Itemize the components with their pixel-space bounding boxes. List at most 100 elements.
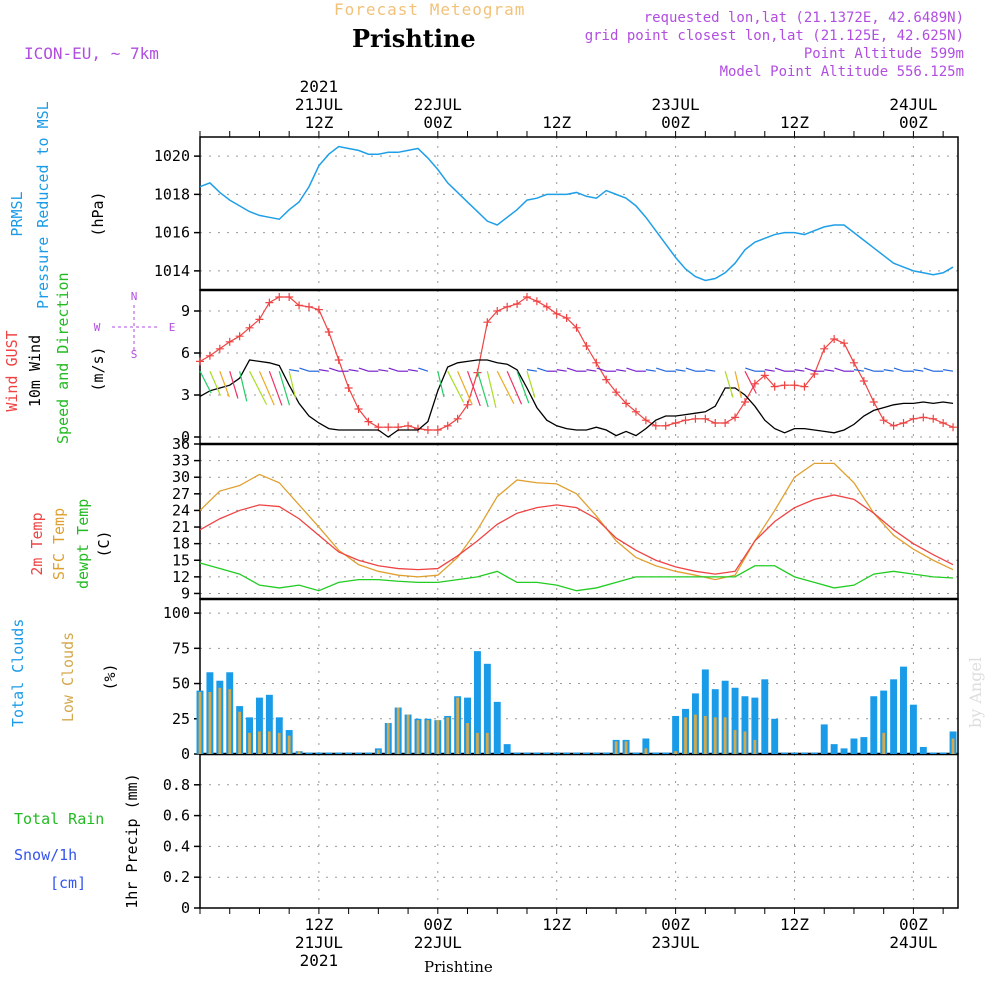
total-cloud-bar xyxy=(751,697,759,754)
gust-marker xyxy=(740,398,749,406)
gust-marker xyxy=(413,424,422,433)
low-cloud-bar xyxy=(267,731,271,754)
gust-marker xyxy=(314,305,323,314)
x-date-label: 22JUL xyxy=(414,933,462,952)
total-cloud-bar xyxy=(860,737,868,754)
compass-west: W xyxy=(94,321,101,334)
y-tick-label: 12 xyxy=(172,568,190,586)
y-tick-label: 33 xyxy=(172,452,190,470)
wind-direction-arrow xyxy=(239,371,248,402)
gust-marker xyxy=(552,309,561,318)
footer-station: Prishtine xyxy=(424,958,493,976)
wind-direction-arrow xyxy=(913,369,924,372)
wind-direction-arrow xyxy=(744,370,757,394)
meteogram-title: Forecast Meteogram xyxy=(334,0,526,19)
pressure-line xyxy=(199,145,954,282)
gust-marker xyxy=(463,400,472,409)
wind-direction-arrow xyxy=(506,370,523,405)
low-cloud-bar xyxy=(386,723,390,754)
y-tick-label: 0 xyxy=(181,899,190,917)
gust-marker xyxy=(542,302,551,311)
y-tick-label: 0.6 xyxy=(163,807,190,825)
gust-marker xyxy=(225,337,234,346)
point-altitude: Point Altitude 599m xyxy=(803,46,964,62)
x-hour-label: 12Z xyxy=(780,113,809,132)
gust-marker xyxy=(285,293,294,301)
gust-marker xyxy=(681,416,690,425)
y-tick-label: 1014 xyxy=(154,262,190,280)
total-cloud-bar xyxy=(820,724,828,754)
wind-direction-arrow xyxy=(774,367,785,372)
y-tick-label: 21 xyxy=(172,518,190,536)
total-cloud-bar xyxy=(840,748,848,754)
total-cloud-bar xyxy=(355,752,363,754)
x-hour-label: 00Z xyxy=(661,113,690,132)
gust-marker xyxy=(612,388,621,397)
wind-direction-arrow xyxy=(466,370,481,407)
wind-direction-arrow xyxy=(526,369,537,372)
x-date-label: 22JUL xyxy=(414,95,462,114)
gust-marker xyxy=(849,358,858,367)
low-cloud-bar xyxy=(882,732,886,754)
x-hour-label: 00Z xyxy=(899,113,928,132)
wind-direction-arrow xyxy=(893,367,904,372)
gust-marker xyxy=(800,382,809,391)
wind-direction-arrow xyxy=(537,367,547,372)
gust-marker xyxy=(899,419,908,427)
gust-marker xyxy=(255,315,264,324)
wind-direction-arrow xyxy=(734,371,742,399)
gust-marker xyxy=(701,414,710,423)
total-cloud-bar xyxy=(533,752,541,754)
total-cloud-bar xyxy=(929,752,937,754)
wind-direction-arrow xyxy=(476,371,489,408)
wind-direction-arrow xyxy=(516,370,530,404)
total-cloud-bar xyxy=(791,752,798,754)
total-cloud-bar xyxy=(850,738,858,754)
gust-marker xyxy=(859,377,868,385)
panel-frame xyxy=(199,598,959,755)
total-cloud-bar xyxy=(582,752,590,754)
x-hour-label: 12Z xyxy=(542,915,571,934)
low-cloud-bar xyxy=(951,738,955,754)
y-tick-label: 27 xyxy=(172,485,190,503)
total-cloud-bar xyxy=(672,715,680,754)
wind-direction-arrow xyxy=(496,370,515,404)
total-cloud-bar xyxy=(771,718,779,754)
x-date-label: 24JUL xyxy=(889,933,937,952)
wind-direction-arrow xyxy=(804,367,815,372)
wind-direction-arrow xyxy=(289,369,300,372)
wind-direction-arrow xyxy=(724,371,734,398)
wind-direction-arrow xyxy=(853,369,864,372)
rain-label: Total Rain xyxy=(14,810,105,828)
gust-marker xyxy=(522,293,531,301)
total-cloud-bar xyxy=(523,752,531,754)
gust-marker xyxy=(949,423,958,432)
compass-north: N xyxy=(131,290,138,303)
x-hour-label: 00Z xyxy=(423,915,452,934)
panel-frame xyxy=(199,136,959,291)
wind-direction-arrow xyxy=(268,370,283,406)
gust-marker xyxy=(641,416,650,425)
gust-marker xyxy=(265,298,274,307)
total-cloud-bar xyxy=(939,752,947,754)
total-cloud-bar xyxy=(880,690,888,754)
total-cloud-bar xyxy=(335,752,343,754)
wind-direction-arrow xyxy=(586,369,597,372)
gust-marker xyxy=(750,379,759,388)
total-cloud-bar xyxy=(890,679,898,754)
low-cloud-bar xyxy=(753,739,757,754)
gust-marker xyxy=(215,344,224,353)
wind-direction-arrow xyxy=(447,370,465,403)
x-date-label: 21JUL xyxy=(295,933,343,952)
wind-direction-arrow xyxy=(219,370,230,398)
wind-direction-arrow xyxy=(675,369,686,372)
gust-marker xyxy=(493,307,502,315)
snow-unit: [cm] xyxy=(50,874,87,892)
low-cloud-bar xyxy=(485,732,489,754)
total-cloud-bar xyxy=(741,696,749,754)
x-hour-label: 12Z xyxy=(304,113,333,132)
low-cloud-bar xyxy=(376,749,380,754)
gust-marker xyxy=(592,358,601,367)
total-cloud-bar xyxy=(364,752,372,754)
total-cloud-bar xyxy=(563,752,571,754)
